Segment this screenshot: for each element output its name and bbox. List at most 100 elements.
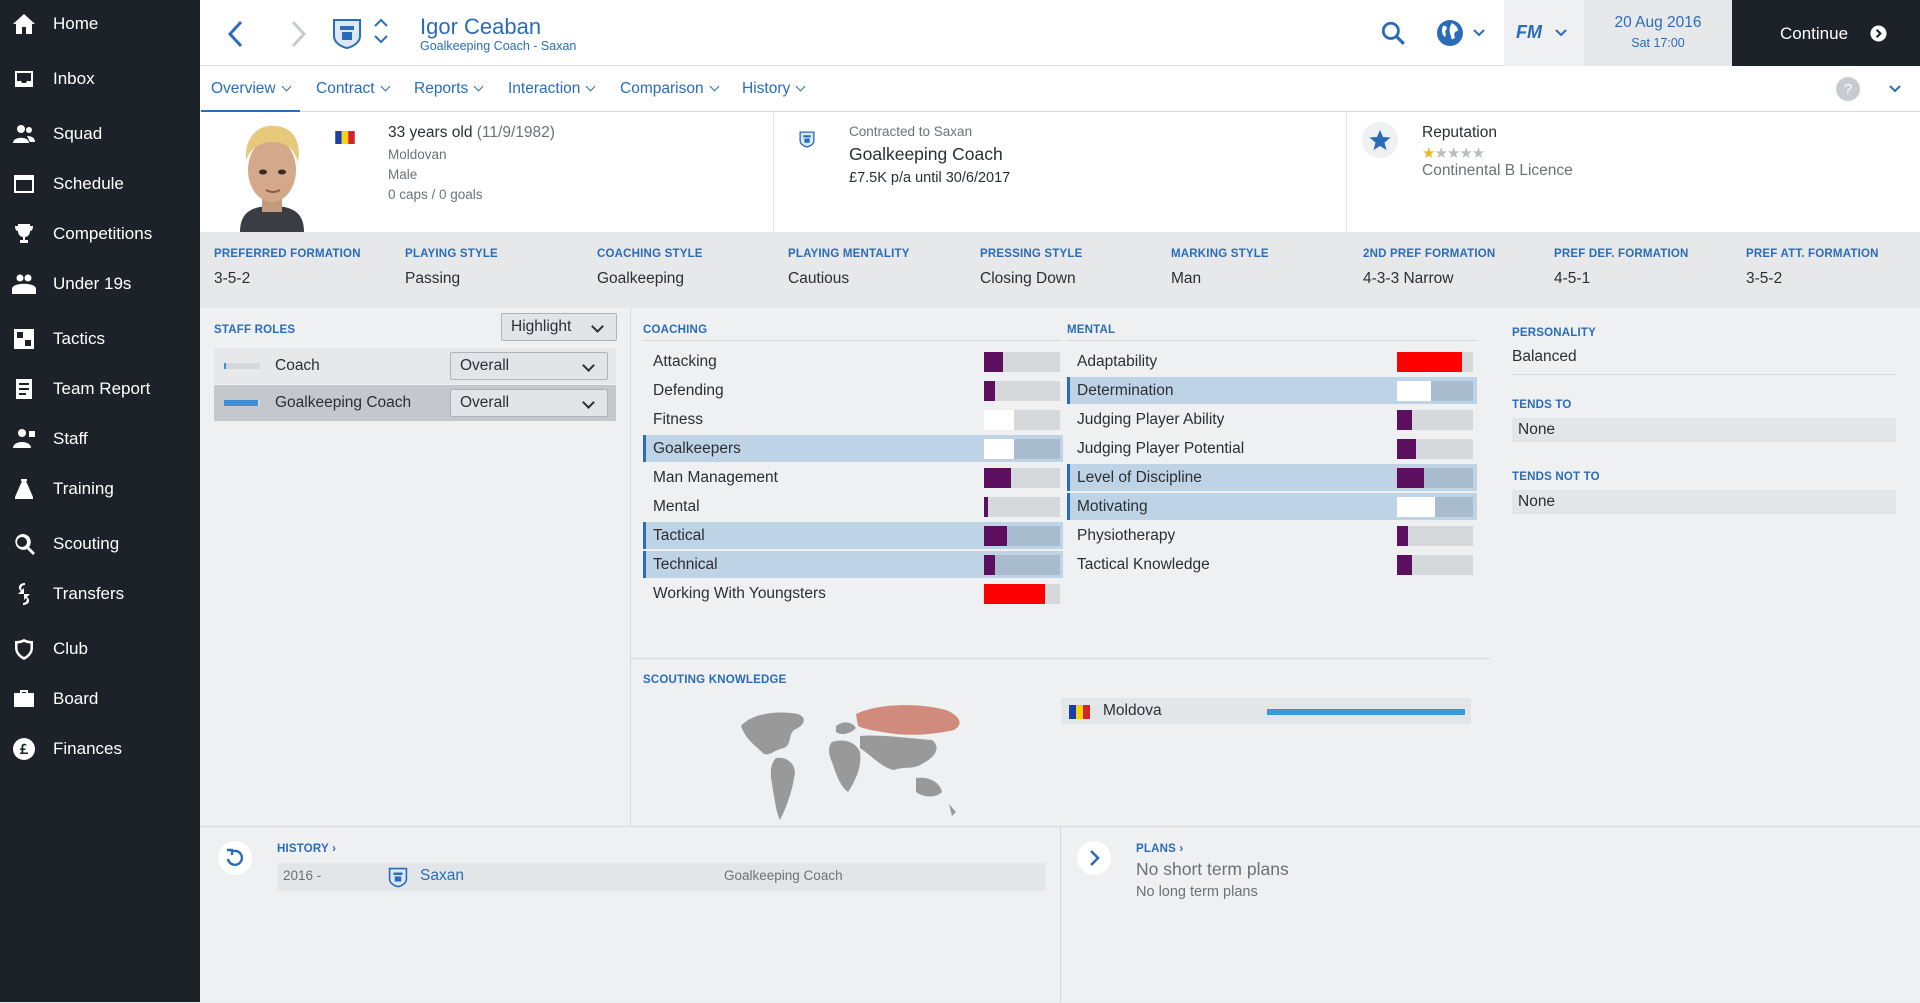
short-term-plans: No short term plans <box>1136 859 1289 879</box>
chevron-right-icon: › <box>1179 843 1184 855</box>
globe-chevron-down-icon[interactable] <box>1472 28 1486 38</box>
staff-subtitle[interactable]: Goalkeeping Coach - Saxan <box>420 39 577 53</box>
style-playing-style: PLAYING STYLE Passing <box>405 248 498 288</box>
sidebar-item-board[interactable]: Board <box>0 677 200 721</box>
attribute-row-working-with-youngsters[interactable]: Working With Youngsters <box>643 580 1063 607</box>
attribute-bar <box>984 555 1060 575</box>
current-date: 20 Aug 2016 <box>1614 14 1702 31</box>
sidebar-item-squad[interactable]: Squad <box>0 112 200 156</box>
fm-menu[interactable]: FM <box>1504 0 1584 66</box>
style-value: 4-5-1 <box>1554 270 1591 287</box>
style-pressing-style: PRESSING STYLE Closing Down <box>980 248 1083 288</box>
style-label: PREFERRED FORMATION <box>214 248 361 260</box>
sidebar-item-inbox[interactable]: Inbox <box>0 57 200 101</box>
u19-icon <box>12 274 36 294</box>
sidebar-item-label: Tactics <box>53 329 105 348</box>
tab-label: History <box>742 80 791 97</box>
role-row[interactable]: Goalkeeping Coach Overall <box>214 385 616 421</box>
attribute-bar <box>984 410 1060 430</box>
sidebar-item-home[interactable]: Home <box>0 2 200 46</box>
tab-history[interactable]: History <box>742 66 806 112</box>
tab-comparison[interactable]: Comparison <box>620 66 720 112</box>
attribute-row-technical[interactable]: Technical <box>643 551 1063 578</box>
club-badge-icon[interactable] <box>330 16 364 50</box>
attribute-bar <box>984 439 1060 459</box>
attribute-row-judging-player-ability[interactable]: Judging Player Ability <box>1067 406 1477 433</box>
attribute-row-adaptability[interactable]: Adaptability <box>1067 348 1477 375</box>
globe-icon[interactable] <box>1436 19 1464 47</box>
history-role: Goalkeeping Coach <box>724 868 843 883</box>
style-value: 3-5-2 <box>1746 270 1783 287</box>
attribute-bar <box>1397 497 1473 517</box>
continue-arrow-icon <box>1870 25 1887 42</box>
current-time: Sat 17:00 <box>1631 36 1685 50</box>
attribute-row-attacking[interactable]: Attacking <box>643 348 1063 375</box>
tab-overview[interactable]: Overview <box>201 66 300 113</box>
attribute-row-man-management[interactable]: Man Management <box>643 464 1063 491</box>
tab-contract[interactable]: Contract <box>316 66 391 112</box>
style-label: PRESSING STYLE <box>980 248 1083 260</box>
attribute-row-judging-player-potential[interactable]: Judging Player Potential <box>1067 435 1477 462</box>
attribute-row-defending[interactable]: Defending <box>643 377 1063 404</box>
back-arrow-icon[interactable] <box>226 20 244 48</box>
sidebar-item-club[interactable]: Club <box>0 627 200 671</box>
reputation-label: Reputation <box>1422 124 1497 141</box>
attribute-row-physiotherapy[interactable]: Physiotherapy <box>1067 522 1477 549</box>
plans-link[interactable]: PLANS › <box>1136 843 1183 855</box>
style-label: PLAYING MENTALITY <box>788 248 910 260</box>
sidebar-item-competitions[interactable]: Competitions <box>0 212 200 256</box>
sidebar-item-scouting[interactable]: Scouting <box>0 522 200 566</box>
attribute-row-level-of-discipline[interactable]: Level of Discipline <box>1067 464 1477 491</box>
attribute-name: Adaptability <box>1077 353 1158 370</box>
highlight-dropdown[interactable]: Highlight <box>501 313 617 341</box>
role-row[interactable]: Coach Overall <box>214 348 616 384</box>
sidebar-item-team-report[interactable]: Team Report <box>0 367 200 411</box>
style-value: Goalkeeping <box>597 270 685 287</box>
attribute-row-mental[interactable]: Mental <box>643 493 1063 520</box>
transfers-icon <box>18 583 30 605</box>
sidebar-item-finances[interactable]: Finances <box>0 727 200 771</box>
history-club-link[interactable]: Saxan <box>420 867 464 884</box>
sidebar-item-under-19s[interactable]: Under 19s <box>0 262 200 306</box>
sidebar-item-training[interactable]: Training <box>0 467 200 511</box>
attribute-bar-fill <box>984 555 995 575</box>
sidebar-item-schedule[interactable]: Schedule <box>0 162 200 206</box>
tab-label: Overview <box>211 80 276 97</box>
divider <box>773 112 774 232</box>
attribute-row-motivating[interactable]: Motivating <box>1067 493 1477 520</box>
sidebar-item-tactics[interactable]: Tactics <box>0 317 200 361</box>
help-icon[interactable]: ? <box>1836 77 1860 101</box>
reputation-stars: ★★★★★ <box>1422 144 1485 162</box>
tab-reports[interactable]: Reports <box>414 66 484 112</box>
attribute-row-tactical-knowledge[interactable]: Tactical Knowledge <box>1067 551 1477 578</box>
role-dropdown[interactable]: Overall <box>450 352 608 380</box>
attribute-row-determination[interactable]: Determination <box>1067 377 1477 404</box>
attribute-row-tactical[interactable]: Tactical <box>643 522 1063 549</box>
attribute-row-goalkeepers[interactable]: Goalkeepers <box>643 435 1063 462</box>
contract-label: Contracted to Saxan <box>849 124 973 139</box>
sidebar-item-transfers[interactable]: Transfers <box>0 572 200 616</box>
search-icon[interactable] <box>1380 20 1406 46</box>
history-refresh-icon[interactable] <box>218 841 252 875</box>
updown-chevron-icon[interactable] <box>373 16 389 46</box>
tab-interaction[interactable]: Interaction <box>508 66 596 112</box>
history-link[interactable]: HISTORY › <box>277 843 336 855</box>
continue-button[interactable]: Continue <box>1732 0 1920 66</box>
plans-chevron-icon[interactable] <box>1077 841 1111 875</box>
attribute-bar-fill <box>984 439 1014 459</box>
attribute-name: Attacking <box>653 353 717 370</box>
divider <box>643 340 1061 341</box>
attribute-row-fitness[interactable]: Fitness <box>643 406 1063 433</box>
staff-portrait <box>240 125 304 232</box>
plans-title: PLANS <box>1136 843 1176 855</box>
attribute-name: Tactical <box>653 527 705 544</box>
role-dropdown[interactable]: Overall <box>450 389 608 417</box>
chevron-down-icon <box>582 359 595 372</box>
sidebar-item-label: Team Report <box>53 379 151 398</box>
sidebar-item-staff[interactable]: Staff <box>0 417 200 461</box>
expand-chevron-icon[interactable] <box>1888 84 1902 94</box>
forward-arrow-icon[interactable] <box>290 20 308 48</box>
tactics-icon <box>14 329 34 349</box>
reputation-star-icon <box>1362 122 1398 158</box>
star-filled-icon: ★ <box>1422 145 1435 162</box>
